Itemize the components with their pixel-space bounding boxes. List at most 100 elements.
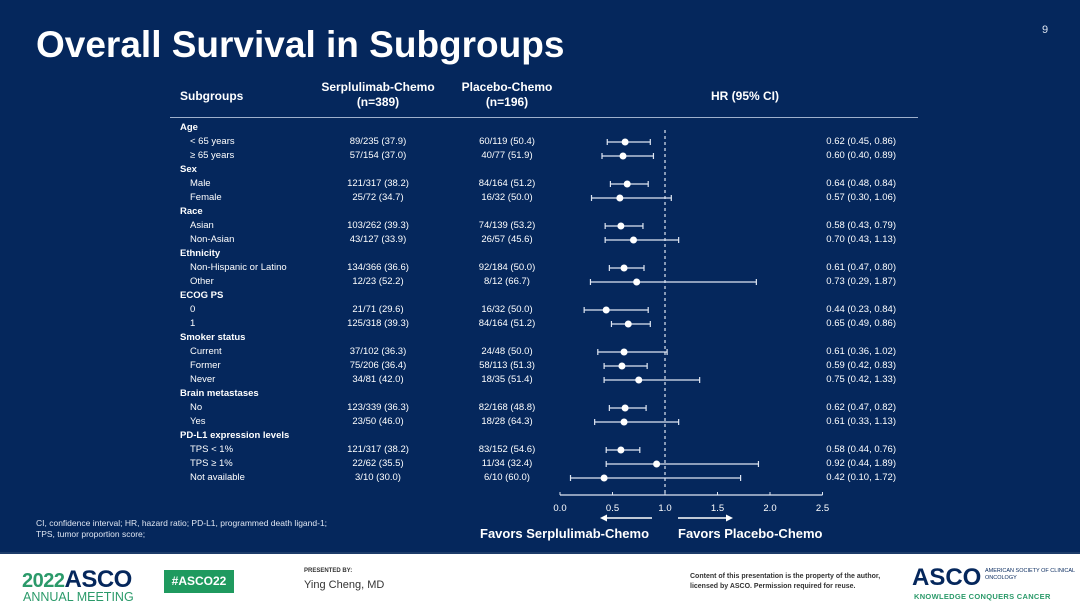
- subgroup-label: Brain metastases: [180, 388, 259, 399]
- arm2-events: 18/35 (51.4): [481, 374, 533, 385]
- hr-ci-text: 0.75 (0.42, 1.33): [826, 374, 896, 385]
- arm1-events: 23/50 (46.0): [352, 416, 404, 427]
- footnote-line-1: CI, confidence interval; HR, hazard rati…: [36, 518, 328, 528]
- arm1-events: 12/23 (52.2): [352, 276, 404, 287]
- header-arm1: Serplulimab-Chemo (n=389): [308, 80, 448, 110]
- asco-society-name: AMERICAN SOCIETY OF CLINICAL ONCOLOGY: [985, 568, 1075, 581]
- group-header-row: Age: [0, 121, 1080, 135]
- x-tick-label: 1.5: [711, 503, 724, 514]
- arm1-events: 125/318 (39.3): [347, 318, 409, 329]
- table-row: Never 34/81 (42.0) 18/35 (51.4) 0.75 (0.42,…: [0, 373, 1080, 387]
- hr-ci-text: 0.59 (0.42, 0.83): [826, 360, 896, 371]
- table-row: Female 25/72 (34.7) 16/32 (50.0) 0.57 (0.30…: [0, 191, 1080, 205]
- hr-ci-text: 0.73 (0.29, 1.87): [826, 276, 896, 287]
- asco-tagline: KNOWLEDGE CONQUERS CANCER: [914, 592, 1051, 601]
- table-row: Current 37/102 (36.3) 24/48 (50.0) 0.61 (0.…: [0, 345, 1080, 359]
- group-header-row: Race: [0, 205, 1080, 219]
- arrow-right-head: [726, 514, 733, 522]
- logo-year: 2022: [22, 570, 65, 592]
- header-arm1-name: Serplulimab-Chemo: [321, 80, 435, 94]
- presenter-name: Ying Cheng, MD: [304, 579, 385, 591]
- table-row: Non-Asian 43/127 (33.9) 26/57 (45.6) 0.70 (…: [0, 233, 1080, 247]
- arm2-events: 16/32 (50.0): [481, 192, 533, 203]
- slide-title: Overall Survival in Subgroups: [36, 24, 565, 65]
- hr-point: [600, 474, 608, 482]
- arm2-events: 58/113 (51.3): [479, 360, 535, 371]
- table-row: No 123/339 (36.3) 82/168 (48.8) 0.62 (0.47,…: [0, 401, 1080, 415]
- header-subgroups: Subgroups: [180, 89, 244, 103]
- table-row: Former 75/206 (36.4) 58/113 (51.3) 0.59 (0.…: [0, 359, 1080, 373]
- table-row: Asian 103/262 (39.3) 74/139 (53.2) 0.58 (0.…: [0, 219, 1080, 233]
- subgroup-label: No: [190, 402, 203, 413]
- subgroup-label: Smoker status: [180, 332, 246, 343]
- arm1-events: 57/154 (37.0): [349, 150, 407, 161]
- arm1-events: 121/317 (38.2): [347, 178, 409, 189]
- table-row: TPS < 1% 121/317 (38.2) 83/152 (54.6) 0.58 …: [0, 443, 1080, 457]
- subgroup-label: Current: [190, 346, 222, 357]
- hr-point: [653, 460, 661, 468]
- header-divider: [170, 117, 918, 118]
- hr-point: [602, 306, 610, 314]
- arm1-events: 123/339 (36.3): [347, 402, 409, 413]
- table-row: Not available 3/10 (30.0) 6/10 (60.0) 0.42 …: [0, 471, 1080, 485]
- arm1-events: 3/10 (30.0): [355, 472, 401, 483]
- footnote: CI, confidence interval; HR, hazard rati…: [36, 518, 327, 540]
- hr-point: [616, 194, 624, 202]
- group-header-row: PD-L1 expression levels: [0, 429, 1080, 443]
- subgroup-label: Non-Asian: [190, 234, 235, 245]
- x-tick-label: 2.0: [763, 503, 776, 514]
- table-row: 1 125/318 (39.3) 84/164 (51.2) 0.65 (0.49, …: [0, 317, 1080, 331]
- hr-point: [617, 446, 625, 454]
- hr-point: [618, 362, 626, 370]
- hr-point: [620, 418, 628, 426]
- x-tick-label: 0.5: [606, 503, 619, 514]
- group-header-row: Ethnicity: [0, 247, 1080, 261]
- hr-ci-text: 0.58 (0.44, 0.76): [826, 444, 896, 455]
- table-row: TPS ≥ 1% 22/62 (35.5) 11/34 (32.4) 0.92 (0.…: [0, 457, 1080, 471]
- arm2-events: 8/12 (66.7): [484, 276, 530, 287]
- subgroup-label: Sex: [180, 164, 197, 175]
- hr-ci-text: 0.92 (0.44, 1.89): [826, 458, 896, 469]
- arm1-events: 121/317 (38.2): [347, 444, 409, 455]
- arm2-events: 83/152 (54.6): [478, 444, 536, 455]
- group-header-row: Smoker status: [0, 331, 1080, 345]
- arm2-events: 16/32 (50.0): [481, 304, 533, 315]
- arm1-events: 22/62 (35.5): [352, 458, 404, 469]
- hr-ci-text: 0.57 (0.30, 1.06): [826, 192, 896, 203]
- group-header-row: Sex: [0, 163, 1080, 177]
- arm1-events: 25/72 (34.7): [352, 192, 404, 203]
- x-tick-label: 2.5: [816, 503, 829, 514]
- subgroup-label: Non-Hispanic or Latino: [190, 262, 287, 273]
- hr-point: [635, 376, 643, 384]
- arm1-events: 43/127 (33.9): [349, 234, 407, 245]
- table-row: Non-Hispanic or Latino 134/366 (36.6) 92/1…: [0, 261, 1080, 275]
- arm1-events: 21/71 (29.6): [352, 304, 404, 315]
- hr-point: [621, 138, 629, 146]
- hr-ci-text: 0.62 (0.47, 0.82): [826, 402, 896, 413]
- hashtag-badge: #ASCO22: [164, 570, 234, 593]
- arrow-left-head: [600, 514, 607, 522]
- hr-ci-text: 0.61 (0.47, 0.80): [826, 262, 896, 273]
- x-tick-label: 1.0: [658, 503, 671, 514]
- copyright-notice: Content of this presentation is the prop…: [690, 573, 881, 590]
- subgroup-label: Never: [190, 374, 216, 385]
- hr-point: [621, 404, 629, 412]
- group-header-row: Brain metastases: [0, 387, 1080, 401]
- hr-ci-text: 0.62 (0.45, 0.86): [826, 136, 896, 147]
- arm2-events: 18/28 (64.3): [481, 416, 533, 427]
- header-arm2: Placebo-Chemo (n=196): [442, 80, 572, 110]
- hr-ci-text: 0.44 (0.23, 0.84): [826, 304, 896, 315]
- hr-point: [620, 348, 628, 356]
- slide: Overall Survival in Subgroups 9 Subgroup…: [0, 0, 1080, 552]
- hr-ci-text: 0.64 (0.48, 0.84): [826, 178, 896, 189]
- hr-ci-text: 0.70 (0.43, 1.13): [826, 234, 896, 245]
- subgroup-label: Male: [190, 178, 211, 189]
- arm2-events: 92/184 (50.0): [478, 262, 536, 273]
- subgroup-label: Yes: [190, 416, 206, 427]
- hr-ci-text: 0.60 (0.40, 0.89): [826, 150, 896, 161]
- subgroup-label: Other: [190, 276, 214, 287]
- table-row: 0 21/71 (29.6) 16/32 (50.0) 0.44 (0.23, 0.8…: [0, 303, 1080, 317]
- arm2-events: 74/139 (53.2): [478, 220, 536, 231]
- arm1-events: 75/206 (36.4): [349, 360, 407, 371]
- hr-ci-text: 0.61 (0.33, 1.13): [826, 416, 896, 427]
